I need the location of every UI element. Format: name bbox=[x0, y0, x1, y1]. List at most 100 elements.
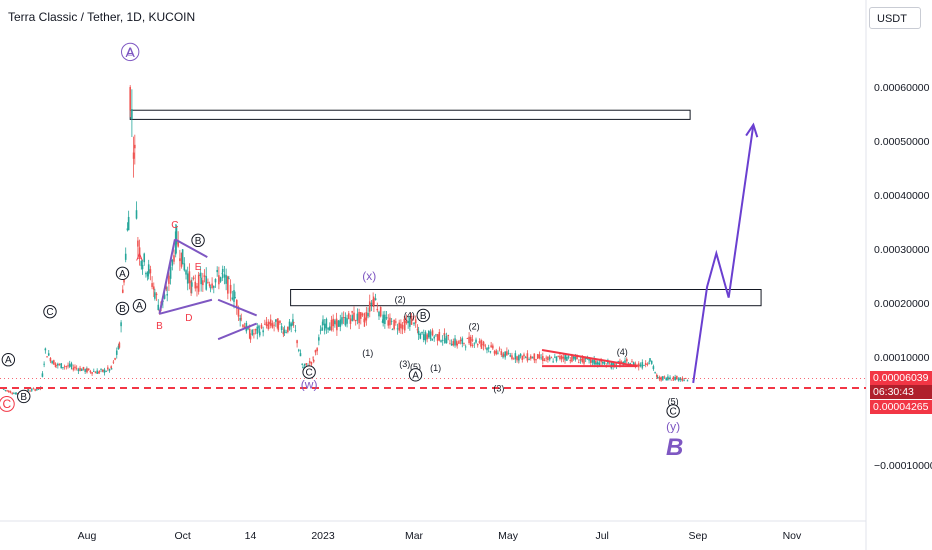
wave-label: E bbox=[195, 262, 202, 273]
candle-body bbox=[414, 319, 417, 324]
candle-body bbox=[353, 312, 355, 321]
candle-body bbox=[482, 341, 485, 346]
candle-body bbox=[277, 321, 280, 331]
time-tick-label: Sep bbox=[688, 530, 707, 542]
candle-body bbox=[643, 365, 645, 366]
candle-body bbox=[212, 286, 215, 288]
candle-body bbox=[523, 354, 525, 357]
wave-label: C bbox=[171, 220, 178, 231]
candle-body bbox=[239, 317, 241, 321]
candle-body bbox=[6, 390, 8, 392]
candle-body bbox=[591, 360, 594, 363]
candle-body bbox=[337, 320, 340, 327]
candle-body bbox=[234, 297, 236, 299]
wave-label: B bbox=[20, 392, 27, 403]
candle-body bbox=[629, 363, 632, 365]
candle-body bbox=[79, 367, 81, 371]
candle-body bbox=[155, 293, 158, 296]
candle-body bbox=[347, 313, 350, 319]
candle-body bbox=[593, 359, 595, 365]
candle-body bbox=[118, 342, 121, 348]
candle-body bbox=[260, 324, 263, 329]
candle-body bbox=[655, 374, 658, 377]
candle-body bbox=[179, 258, 181, 262]
candle-body bbox=[262, 330, 264, 333]
candle-body bbox=[440, 340, 442, 342]
candle-body bbox=[110, 368, 113, 370]
candle-body bbox=[188, 271, 191, 284]
candle-body bbox=[294, 330, 297, 331]
candle-body bbox=[310, 361, 313, 365]
candle-body bbox=[147, 264, 150, 275]
candle-body bbox=[463, 343, 465, 344]
candle-body bbox=[301, 363, 303, 365]
candle-body bbox=[391, 329, 394, 331]
candle-body bbox=[583, 357, 585, 364]
candle-body bbox=[11, 393, 13, 395]
candle-body bbox=[370, 302, 373, 305]
candle-body bbox=[308, 361, 311, 363]
wave-label: C bbox=[46, 307, 53, 318]
candle-body bbox=[53, 360, 55, 365]
candle-body bbox=[265, 321, 268, 326]
price-tick-label: 0.00060000 bbox=[874, 82, 930, 94]
wave-label: A bbox=[119, 269, 126, 280]
candle-body bbox=[481, 343, 483, 345]
candle-body bbox=[393, 319, 395, 330]
candle-body bbox=[542, 356, 544, 361]
candle-body bbox=[330, 319, 333, 331]
candle-body bbox=[405, 319, 408, 324]
wave-label: (4) bbox=[617, 347, 628, 357]
trendline bbox=[159, 298, 213, 315]
candle-body bbox=[368, 301, 371, 312]
candle-body bbox=[258, 325, 260, 329]
candle-body bbox=[98, 371, 100, 374]
candle-body bbox=[569, 360, 572, 362]
wave-label: A bbox=[136, 301, 143, 312]
wave-label: (4) bbox=[404, 311, 415, 321]
candle-body bbox=[41, 373, 44, 377]
candle-body bbox=[484, 345, 487, 347]
wave-label: B bbox=[156, 321, 163, 332]
candle-body bbox=[509, 355, 512, 357]
candle-body bbox=[9, 391, 12, 393]
candle-body bbox=[359, 312, 362, 319]
candle-body bbox=[358, 311, 360, 324]
candle-body bbox=[312, 359, 315, 362]
candle-body bbox=[416, 329, 419, 331]
candle-body bbox=[373, 297, 375, 306]
candle-body bbox=[487, 347, 490, 349]
candle-body bbox=[560, 355, 563, 360]
wave-label: B bbox=[195, 236, 202, 247]
candle-body bbox=[579, 359, 582, 360]
candle-body bbox=[67, 365, 69, 367]
candle-body bbox=[596, 361, 599, 365]
candle-body bbox=[639, 364, 642, 367]
candle-body bbox=[143, 253, 146, 263]
candle-body bbox=[70, 363, 73, 367]
resistance-zone bbox=[129, 109, 691, 120]
candle-body bbox=[138, 247, 141, 258]
candle-body bbox=[214, 278, 217, 283]
candle-body bbox=[387, 320, 390, 326]
candle-body bbox=[686, 380, 689, 382]
candle-body bbox=[489, 351, 492, 353]
currency-button[interactable]: USDT bbox=[869, 7, 921, 29]
candle-body bbox=[27, 389, 30, 391]
wave-label: (1) bbox=[430, 363, 441, 373]
candle-body bbox=[334, 320, 336, 325]
wave-label-circle bbox=[1, 353, 16, 367]
candle-body bbox=[134, 144, 136, 149]
price-tick-label: 0.00030000 bbox=[874, 244, 930, 256]
candle-body bbox=[77, 369, 80, 372]
candle-body bbox=[528, 359, 530, 360]
candle-body bbox=[100, 369, 102, 371]
candle-body bbox=[395, 321, 397, 323]
candle-body bbox=[449, 343, 451, 345]
candle-body bbox=[610, 362, 613, 367]
candle-body bbox=[103, 369, 106, 373]
candle-body bbox=[500, 351, 503, 355]
price-tick-label: 0.00050000 bbox=[874, 136, 930, 148]
time-tick-label: Aug bbox=[78, 530, 97, 542]
